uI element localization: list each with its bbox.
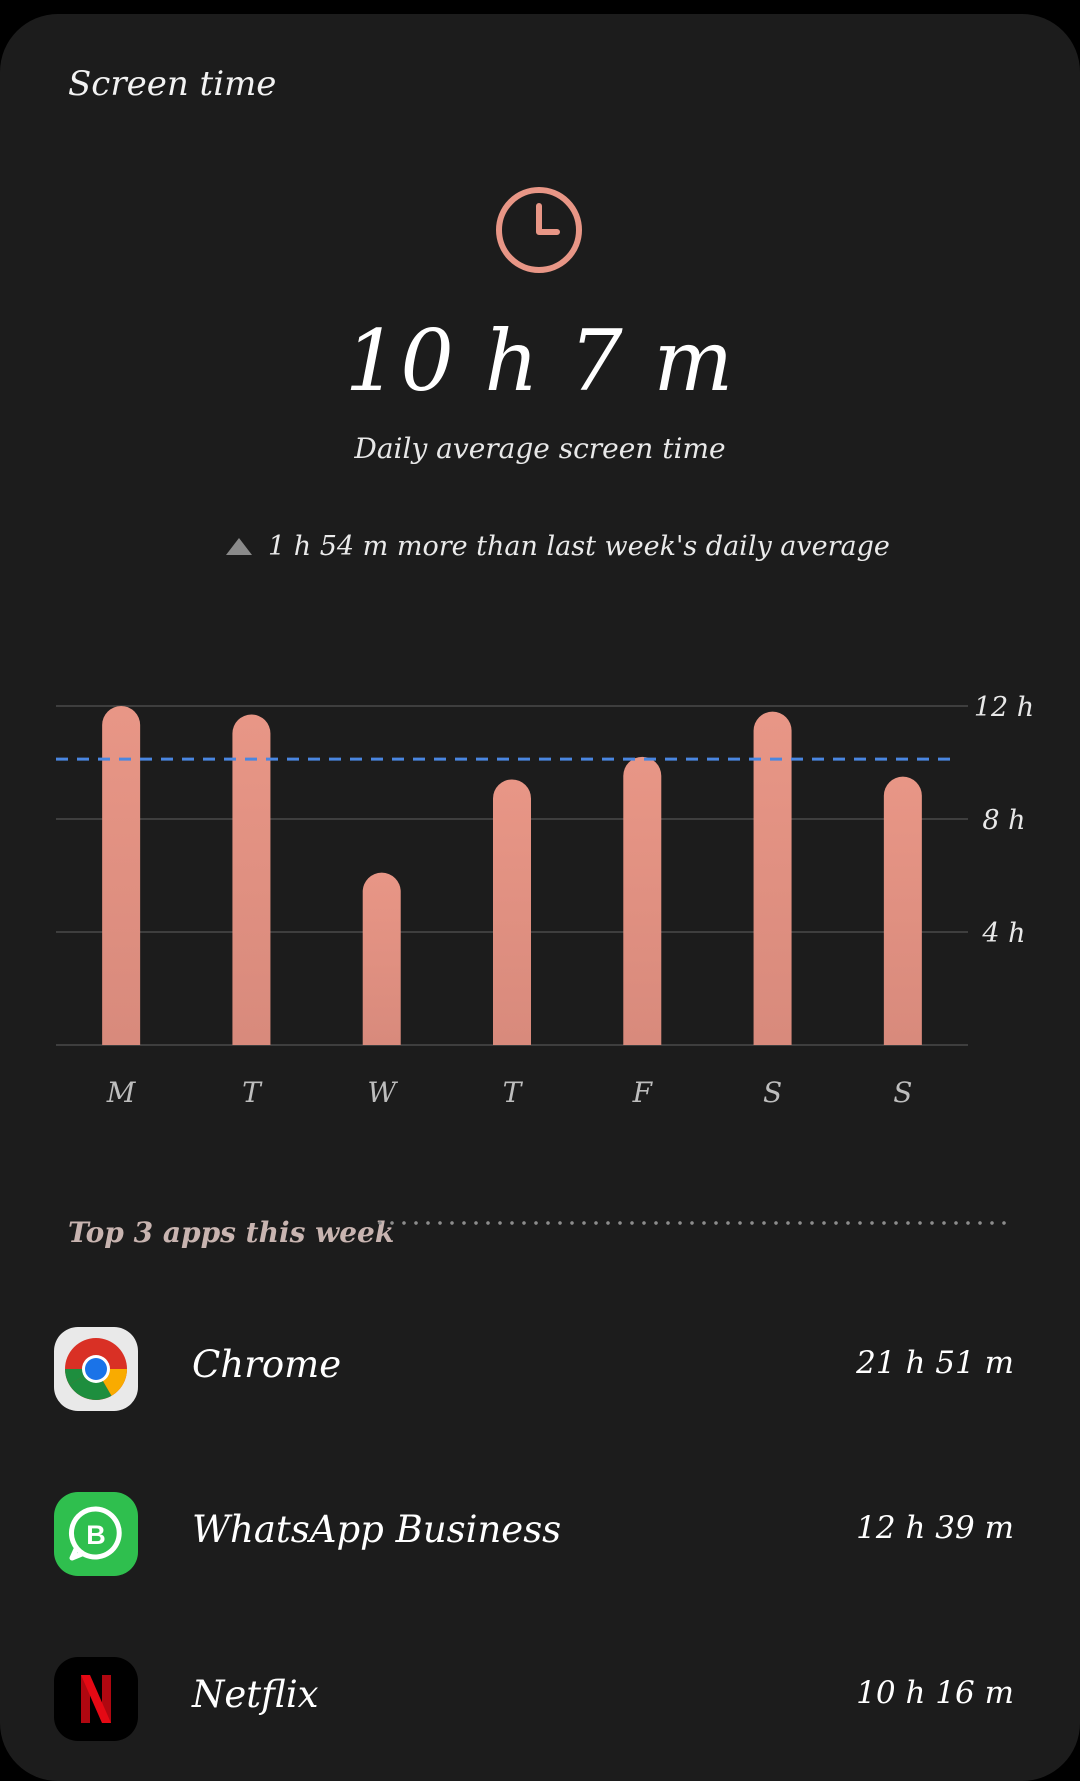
netflix-icon	[54, 1657, 138, 1741]
app-name: Chrome	[192, 1343, 342, 1386]
svg-text:B: B	[86, 1520, 106, 1550]
daily-average-total: 10 h 7 m	[344, 312, 736, 410]
daily-average-label: Daily average screen time	[354, 432, 726, 465]
weekly-comparison-text: 1 h 54 m more than last week's daily ave…	[268, 530, 890, 562]
chrome-icon	[54, 1327, 138, 1411]
header-divider	[374, 1221, 1010, 1225]
weekly-comparison: 1 h 54 m more than last week's daily ave…	[226, 526, 890, 566]
page-title: Screen time	[68, 64, 277, 104]
top-apps-header: Top 3 apps this week	[68, 1216, 395, 1249]
app-usage-time: 21 h 51 m	[856, 1345, 1014, 1381]
whatsapp-business-icon: B	[54, 1492, 138, 1576]
app-name: WhatsApp Business	[192, 1508, 562, 1551]
triangle-up-icon	[226, 537, 252, 555]
app-name: Netflix	[192, 1673, 319, 1716]
app-usage-time: 10 h 16 m	[856, 1675, 1014, 1711]
app-row-whatsapp-business[interactable]: B WhatsApp Business 12 h 39 m	[54, 1492, 1014, 1576]
clock-icon	[496, 187, 582, 273]
app-row-netflix[interactable]: Netflix 10 h 16 m	[54, 1657, 1014, 1741]
app-usage-time: 12 h 39 m	[856, 1510, 1014, 1546]
app-row-chrome[interactable]: Chrome 21 h 51 m	[54, 1327, 1014, 1411]
